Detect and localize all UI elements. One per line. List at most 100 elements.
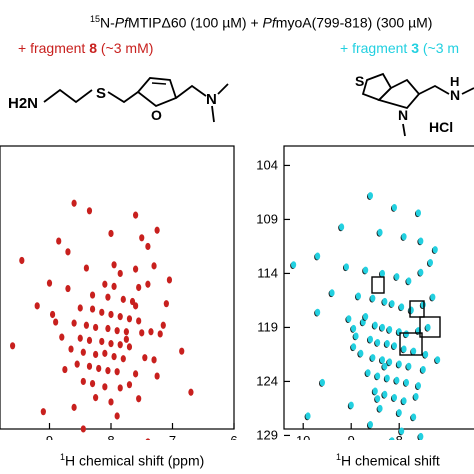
linker-bond bbox=[107, 91, 139, 104]
peak bbox=[114, 327, 120, 335]
peak bbox=[315, 252, 321, 260]
peak bbox=[319, 378, 325, 387]
y-tick-label: 109 bbox=[256, 211, 278, 226]
peak bbox=[139, 329, 145, 337]
thiophene-s: S bbox=[355, 73, 364, 89]
right-x-axis-label: 1H chemical shift bbox=[336, 452, 440, 469]
amine-n: N bbox=[450, 87, 460, 103]
peak bbox=[136, 283, 142, 292]
peak bbox=[406, 362, 412, 370]
peak bbox=[133, 265, 139, 273]
peak bbox=[406, 277, 412, 285]
peak bbox=[80, 348, 86, 356]
peak bbox=[102, 280, 108, 288]
peak bbox=[384, 374, 390, 382]
peak bbox=[93, 323, 99, 332]
peak bbox=[363, 313, 369, 321]
peak bbox=[102, 383, 108, 391]
peak bbox=[418, 432, 424, 440]
peak bbox=[370, 354, 376, 362]
y-tick-label: 124 bbox=[256, 373, 278, 388]
peak bbox=[372, 321, 378, 329]
peak bbox=[154, 372, 160, 380]
peak bbox=[427, 259, 433, 267]
peak bbox=[120, 355, 126, 363]
peak bbox=[40, 408, 46, 416]
peak bbox=[351, 343, 357, 351]
peak bbox=[365, 369, 371, 377]
right-fragment-prefix: + fragment bbox=[340, 40, 412, 56]
peak bbox=[10, 342, 16, 350]
amine-methyl bbox=[461, 87, 474, 95]
left-peaks bbox=[10, 199, 194, 440]
peak bbox=[384, 340, 390, 348]
peak bbox=[389, 300, 395, 308]
peak bbox=[339, 223, 345, 231]
peak bbox=[56, 237, 62, 245]
peak bbox=[133, 370, 139, 378]
peak bbox=[77, 304, 83, 312]
peak bbox=[126, 315, 133, 323]
peak bbox=[418, 268, 424, 276]
peak bbox=[370, 294, 376, 302]
peak bbox=[19, 256, 25, 265]
peak bbox=[86, 207, 93, 215]
right-fragment-number: 3 bbox=[411, 40, 419, 56]
right-plot-frame bbox=[283, 145, 474, 430]
right-x-ticks: 10 9 8 bbox=[296, 423, 403, 440]
peak bbox=[117, 384, 123, 392]
right-axis-sup: 1 bbox=[336, 452, 342, 462]
peak bbox=[34, 302, 40, 310]
peak bbox=[367, 421, 373, 429]
protein-label: MTIPΔ60 (100 µM) + bbox=[128, 14, 263, 31]
peak bbox=[415, 209, 421, 217]
peak bbox=[355, 292, 361, 300]
fragment-3-structure: S N N H HCl bbox=[355, 72, 474, 137]
peak bbox=[65, 284, 71, 293]
peak bbox=[99, 337, 105, 346]
methyl-1 bbox=[217, 83, 229, 95]
left-x-ticks: 9 8 7 6 bbox=[46, 423, 238, 440]
peak bbox=[367, 335, 373, 343]
peak bbox=[423, 350, 429, 359]
peak bbox=[133, 211, 139, 219]
peak bbox=[382, 362, 388, 370]
peak bbox=[315, 308, 321, 316]
peak bbox=[151, 262, 157, 270]
peak bbox=[83, 321, 89, 329]
n-methyl bbox=[402, 123, 406, 137]
peak bbox=[120, 295, 126, 303]
peak bbox=[93, 350, 99, 359]
peak bbox=[145, 242, 151, 251]
peak bbox=[379, 356, 385, 364]
furan-ring bbox=[136, 77, 178, 108]
peak bbox=[74, 360, 80, 368]
left-axis-sup: 1 bbox=[60, 452, 66, 462]
peak bbox=[111, 261, 117, 269]
peak bbox=[375, 372, 381, 380]
peak bbox=[389, 437, 395, 440]
peak bbox=[430, 293, 436, 301]
highlight-box bbox=[371, 276, 385, 294]
peak bbox=[401, 345, 407, 353]
peak bbox=[391, 203, 397, 212]
peak bbox=[375, 338, 381, 347]
peak bbox=[89, 305, 96, 313]
species-prefix-1: Pf bbox=[114, 14, 129, 31]
chain-bonds bbox=[43, 88, 93, 104]
amine-label: H2N bbox=[8, 95, 38, 112]
sulfur-label: S bbox=[96, 85, 106, 102]
peak bbox=[102, 349, 108, 357]
peak bbox=[71, 319, 77, 327]
peak bbox=[108, 340, 114, 348]
peak bbox=[160, 321, 166, 329]
peak bbox=[372, 387, 378, 395]
peptide-label: myoA(799-818) (300 µM) bbox=[275, 14, 433, 31]
peak bbox=[394, 376, 400, 384]
x-tick-label: 9 bbox=[348, 433, 355, 440]
peak bbox=[415, 382, 421, 390]
right-fragment-conc: (~3 m bbox=[419, 40, 460, 56]
peak bbox=[46, 279, 53, 287]
peak bbox=[68, 345, 74, 353]
figure-header: 15N-PfMTIPΔ60 (100 µM) + PfmyoA(799-818)… bbox=[90, 14, 432, 31]
